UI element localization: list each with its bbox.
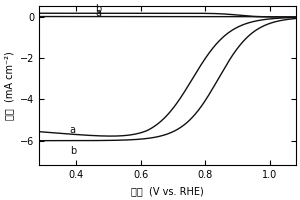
X-axis label: 电位  (V vs. RHE): 电位 (V vs. RHE) bbox=[131, 186, 204, 196]
Text: b: b bbox=[70, 146, 76, 156]
Text: a: a bbox=[70, 125, 76, 135]
Text: a: a bbox=[95, 8, 101, 18]
Text: b: b bbox=[95, 4, 102, 14]
Y-axis label: 电流  (mA cm⁻²): 电流 (mA cm⁻²) bbox=[4, 51, 14, 120]
